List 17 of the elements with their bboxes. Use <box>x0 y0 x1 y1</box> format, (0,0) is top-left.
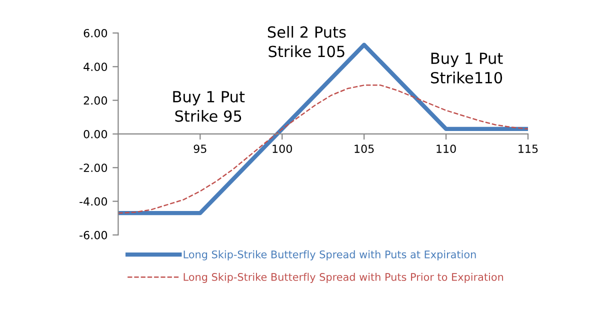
y-tick-label: 4.00 <box>84 62 108 72</box>
annotation: Buy 1 Put Strike110 <box>431 52 503 84</box>
y-tick-label: -4.00 <box>80 197 108 206</box>
y-tick-label: 0.00 <box>84 130 108 138</box>
annotation: Sell 2 Puts Strike 105 <box>268 26 346 58</box>
text: Long Skip-Strike Butterfly Spread with Puts Prior to Expiration <box>184 272 504 283</box>
x-tick-label: 105 <box>354 144 374 153</box>
text: Long Skip-Strike Butterfly Spread with Puts at Expiration <box>184 250 476 260</box>
y-tick-label: 2.00 <box>84 96 108 105</box>
x-tick-label: 115 <box>518 144 538 153</box>
y-tick-label: 6.00 <box>84 28 108 38</box>
x-tick-label: 95 <box>194 144 206 153</box>
y-tick-label: -6.00 <box>80 230 108 240</box>
x-tick-label: 110 <box>436 144 456 153</box>
y-tick-label: -2.00 <box>80 164 108 172</box>
x-tick-label: 100 <box>272 144 292 153</box>
annotation: Buy 1 Put Strike 95 <box>173 91 245 122</box>
